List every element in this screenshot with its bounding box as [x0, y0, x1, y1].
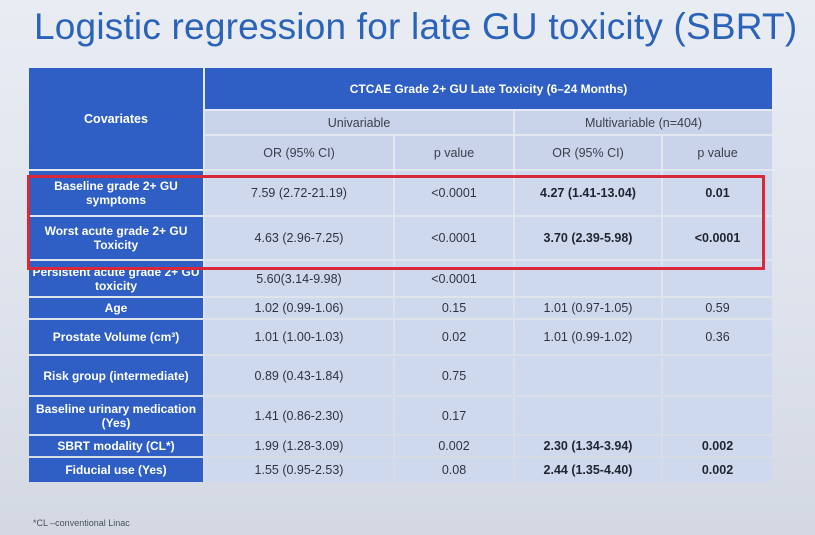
multi-p-header: p value — [663, 136, 773, 169]
header-row-analysis: Univariable Multivariable (n=404) — [29, 111, 773, 134]
uni-p-cell: 0.17 — [395, 397, 513, 434]
uni-p-cell: <0.0001 — [395, 261, 513, 296]
table-row: SBRT modality (CL*) 1.99 (1.28-3.09) 0.0… — [29, 436, 773, 456]
multi-p-cell — [663, 397, 773, 434]
multi-p-cell: 0.01 — [663, 171, 773, 215]
regression-table: Covariates CTCAE Grade 2+ GU Late Toxici… — [27, 66, 774, 484]
table-row: Prostate Volume (cm³) 1.01 (1.00-1.03) 0… — [29, 320, 773, 354]
multi-or-cell — [515, 356, 661, 395]
table-row: Fiducial use (Yes) 1.55 (0.95-2.53) 0.08… — [29, 458, 773, 482]
covariate-label: Persistent acute grade 2+ GU toxicity — [29, 261, 203, 296]
footnote: *CL –conventional Linac — [33, 518, 130, 528]
uni-or-cell: 4.63 (2.96-7.25) — [205, 217, 393, 259]
uni-p-cell: 0.02 — [395, 320, 513, 354]
covariate-label: Baseline urinary medication (Yes) — [29, 397, 203, 434]
uni-or-cell: 1.01 (1.00-1.03) — [205, 320, 393, 354]
multi-or-cell — [515, 261, 661, 296]
multi-p-cell: 0.59 — [663, 298, 773, 318]
uni-p-cell: <0.0001 — [395, 171, 513, 215]
uni-p-cell: 0.08 — [395, 458, 513, 482]
univariable-header: Univariable — [205, 111, 513, 134]
uni-or-cell: 1.41 (0.86-2.30) — [205, 397, 393, 434]
table-row: Baseline urinary medication (Yes) 1.41 (… — [29, 397, 773, 434]
covariate-label: Worst acute grade 2+ GU Toxicity — [29, 217, 203, 259]
header-row-columns: OR (95% CI) p value OR (95% CI) p value — [29, 136, 773, 169]
uni-p-cell: <0.0001 — [395, 217, 513, 259]
uni-or-cell: 1.02 (0.99-1.06) — [205, 298, 393, 318]
uni-or-cell: 5.60(3.14-9.98) — [205, 261, 393, 296]
uni-p-cell: 0.002 — [395, 436, 513, 456]
slide-title: Logistic regression for late GU toxicity… — [34, 6, 798, 47]
table-row: Persistent acute grade 2+ GU toxicity 5.… — [29, 261, 773, 296]
uni-p-cell: 0.15 — [395, 298, 513, 318]
outcome-header: CTCAE Grade 2+ GU Late Toxicity (6–24 Mo… — [205, 68, 773, 109]
multi-p-cell: 0.002 — [663, 458, 773, 482]
multi-p-cell: <0.0001 — [663, 217, 773, 259]
table-row: Worst acute grade 2+ GU Toxicity 4.63 (2… — [29, 217, 773, 259]
multi-or-cell: 2.30 (1.34-3.94) — [515, 436, 661, 456]
covariate-label: Fiducial use (Yes) — [29, 458, 203, 482]
uni-p-cell: 0.75 — [395, 356, 513, 395]
multi-p-cell: 0.002 — [663, 436, 773, 456]
covariate-label: Prostate Volume (cm³) — [29, 320, 203, 354]
covariates-header: Covariates — [29, 68, 203, 169]
multi-p-cell — [663, 261, 773, 296]
multivariable-header: Multivariable (n=404) — [515, 111, 773, 134]
uni-or-cell: 0.89 (0.43-1.84) — [205, 356, 393, 395]
covariate-label: Risk group (intermediate) — [29, 356, 203, 395]
multi-p-cell: 0.36 — [663, 320, 773, 354]
uni-or-cell: 7.59 (2.72-21.19) — [205, 171, 393, 215]
covariate-label: Age — [29, 298, 203, 318]
table-row: Age 1.02 (0.99-1.06) 0.15 1.01 (0.97-1.0… — [29, 298, 773, 318]
multi-or-cell — [515, 397, 661, 434]
header-row-main: Covariates CTCAE Grade 2+ GU Late Toxici… — [29, 68, 773, 169]
covariate-label: SBRT modality (CL*) — [29, 436, 203, 456]
multi-or-header: OR (95% CI) — [515, 136, 661, 169]
table-row: Baseline grade 2+ GU symptoms 7.59 (2.72… — [29, 171, 773, 215]
multi-or-cell: 3.70 (2.39-5.98) — [515, 217, 661, 259]
multi-or-cell: 2.44 (1.35-4.40) — [515, 458, 661, 482]
multi-or-cell: 1.01 (0.97-1.05) — [515, 298, 661, 318]
multi-or-cell: 4.27 (1.41-13.04) — [515, 171, 661, 215]
multi-p-cell — [663, 356, 773, 395]
uni-or-cell: 1.99 (1.28-3.09) — [205, 436, 393, 456]
table-row: Risk group (intermediate) 0.89 (0.43-1.8… — [29, 356, 773, 395]
covariate-label: Baseline grade 2+ GU symptoms — [29, 171, 203, 215]
uni-p-header: p value — [395, 136, 513, 169]
uni-or-header: OR (95% CI) — [205, 136, 393, 169]
uni-or-cell: 1.55 (0.95-2.53) — [205, 458, 393, 482]
multi-or-cell: 1.01 (0.99-1.02) — [515, 320, 661, 354]
